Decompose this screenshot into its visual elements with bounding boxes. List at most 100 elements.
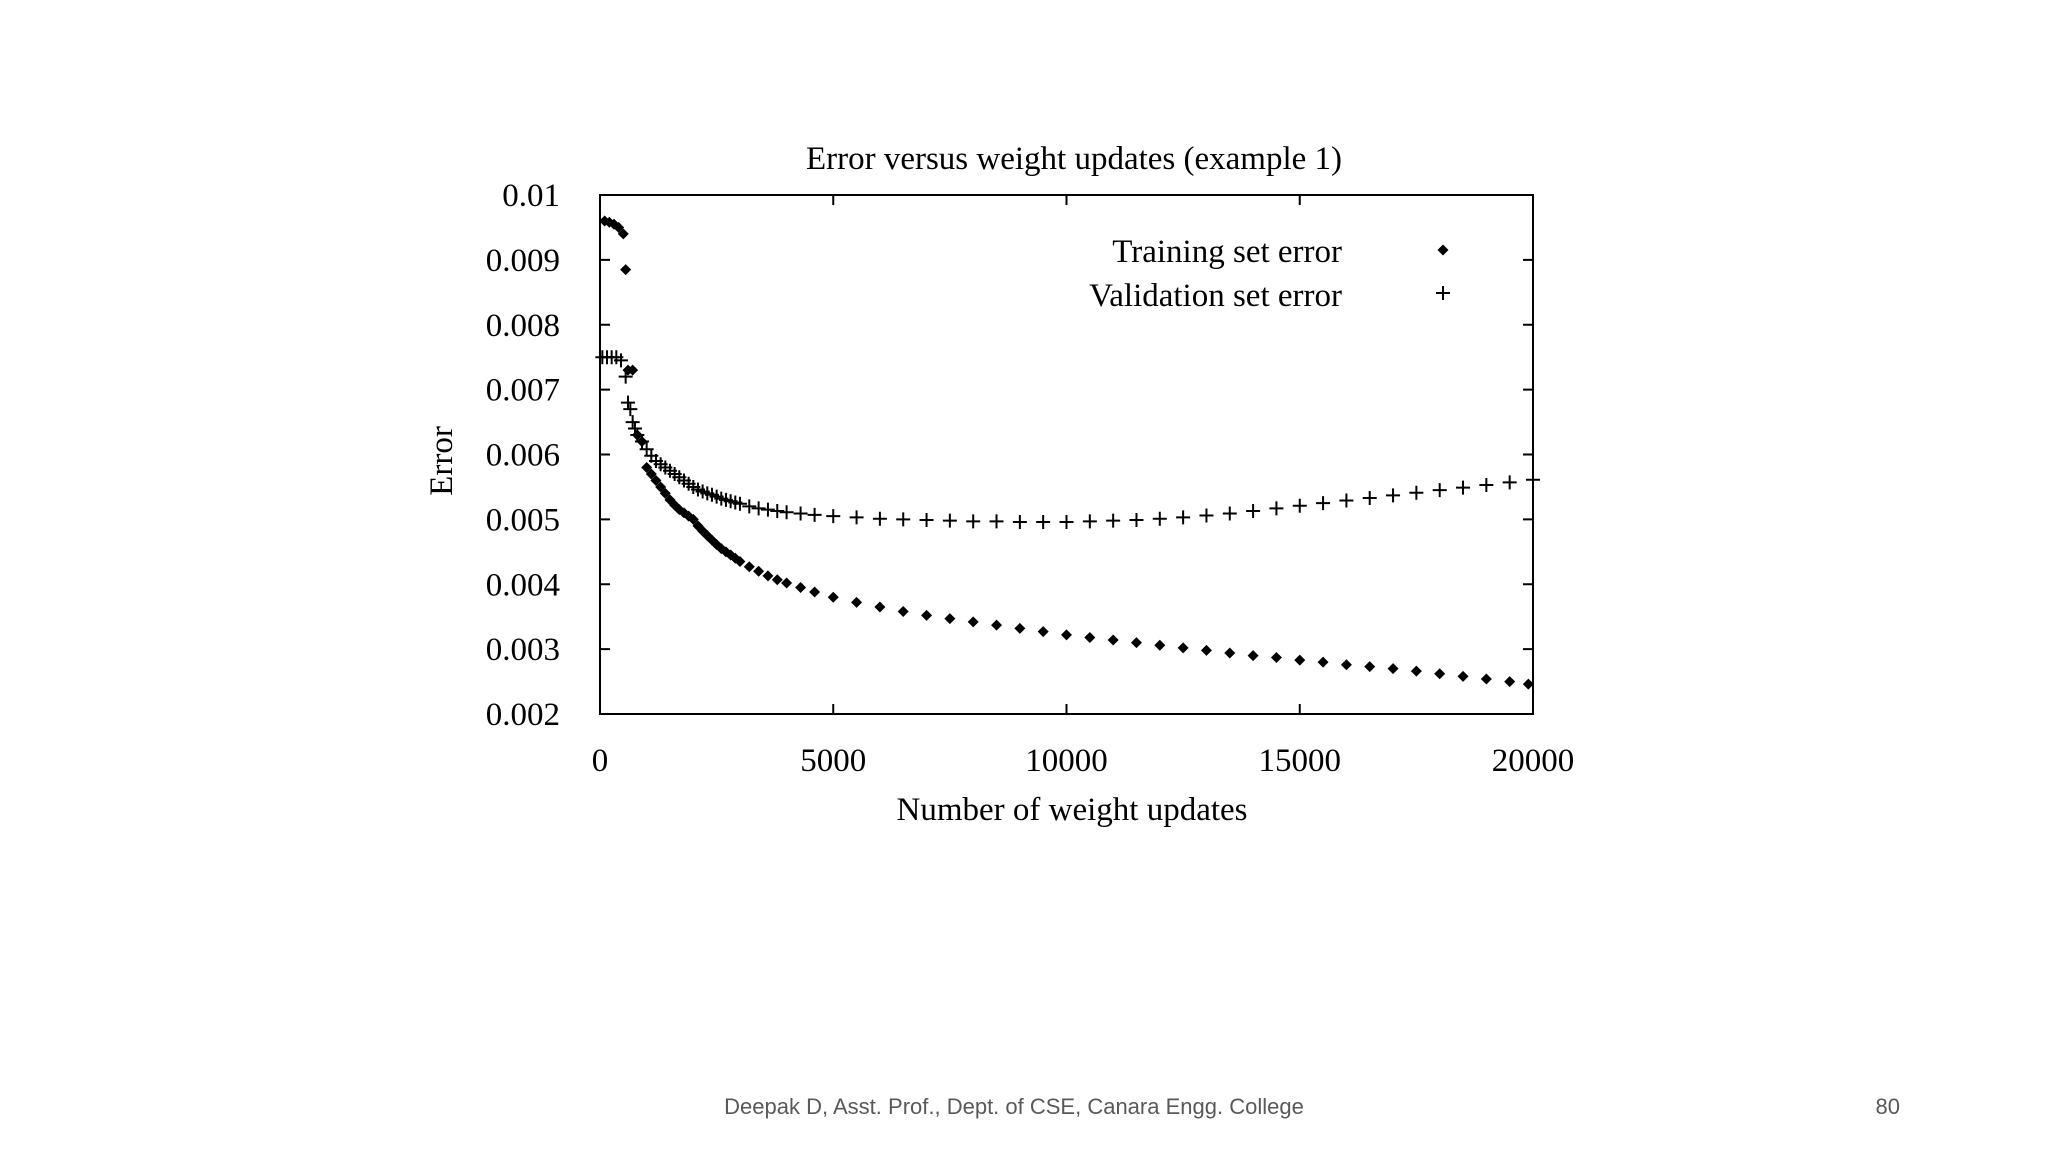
training-error-point — [781, 577, 793, 589]
validation-error-point — [966, 514, 981, 529]
training-error-point — [1387, 663, 1399, 675]
training-error-point — [1340, 659, 1352, 671]
y-tick-label: 0.007 — [486, 373, 560, 409]
training-error-point — [1457, 670, 1469, 682]
validation-error-point — [1479, 477, 1494, 492]
x-tick-label: 5000 — [800, 743, 866, 779]
validation-error-point — [779, 505, 794, 520]
y-tick-label: 0.002 — [486, 697, 560, 733]
y-tick-label: 0.003 — [486, 632, 560, 668]
validation-error-point — [1362, 490, 1377, 505]
validation-error-point — [1152, 511, 1167, 526]
validation-error-point — [1222, 506, 1237, 521]
slide-footer-credit: Deepak D, Asst. Prof., Dept. of CSE, Can… — [724, 1094, 1304, 1119]
training-error-point — [1177, 642, 1189, 654]
validation-error-point — [1409, 485, 1424, 500]
training-error-point — [1037, 626, 1049, 638]
training-error-point — [1504, 676, 1516, 688]
training-error-point — [771, 574, 783, 586]
validation-error-point — [1012, 514, 1027, 529]
legend-marker-training — [1437, 244, 1449, 256]
validation-error-point — [1199, 508, 1214, 523]
slide-number: 80 — [1875, 1094, 1900, 1119]
validation-error-point — [1059, 514, 1074, 529]
x-axis: 0 5000 10000 15000 20000 — [592, 195, 1575, 779]
training-error-point — [809, 586, 821, 598]
chart-title: Error versus weight updates (example 1) — [806, 141, 1342, 177]
training-error-point — [1410, 665, 1422, 677]
validation-error-point — [627, 421, 642, 436]
training-error-point — [1061, 629, 1072, 641]
training-error-point — [1364, 661, 1376, 673]
data-points — [595, 215, 1540, 690]
validation-error-point — [919, 513, 934, 528]
training-error-point — [1247, 650, 1259, 662]
training-error-point — [627, 364, 639, 376]
validation-error-point — [989, 514, 1004, 529]
legend-marker-training-symbol — [1437, 244, 1449, 256]
training-error-point — [659, 487, 671, 499]
y-tick-label: 0.01 — [502, 178, 560, 214]
training-error-point — [641, 461, 653, 473]
training-error-point — [1154, 639, 1166, 651]
validation-error-point — [732, 496, 747, 511]
validation-error-point — [942, 513, 957, 528]
training-error-point — [851, 596, 863, 608]
validation-error-point — [1432, 483, 1447, 498]
validation-error-point — [1292, 498, 1307, 513]
validation-error-point — [634, 434, 649, 449]
legend-marker-validation-symbol — [1436, 286, 1450, 300]
validation-error-point — [1456, 480, 1471, 495]
series-training — [599, 215, 1534, 690]
validation-error-point — [770, 503, 785, 518]
training-error-point — [655, 481, 667, 493]
training-error-point — [1107, 634, 1119, 646]
validation-error-point — [1502, 475, 1517, 490]
validation-error-point — [1269, 501, 1284, 516]
training-error-point — [1434, 668, 1446, 680]
x-axis-label: Number of weight updates — [897, 792, 1248, 828]
y-tick-label: 0.009 — [486, 243, 560, 279]
x-tick-label: 20000 — [1492, 743, 1575, 779]
training-error-point — [617, 228, 629, 240]
training-error-point — [743, 561, 755, 573]
validation-error-point — [1339, 493, 1354, 508]
training-error-point — [1480, 673, 1492, 685]
x-tick-label: 15000 — [1259, 743, 1342, 779]
training-error-point — [753, 565, 765, 577]
training-error-point — [874, 601, 886, 613]
validation-error-point — [1036, 514, 1051, 529]
training-error-point — [1014, 622, 1026, 634]
training-error-point — [1130, 637, 1142, 649]
training-error-point — [650, 474, 662, 486]
legend-label-validation: Validation set error — [1089, 278, 1342, 314]
legend: Training set error Validation set error — [1089, 234, 1450, 314]
training-error-point — [1270, 652, 1282, 664]
training-error-point — [620, 264, 632, 276]
series-validation — [595, 350, 1540, 529]
training-error-point — [795, 581, 807, 593]
validation-error-point — [1082, 514, 1097, 529]
x-tick-label: 10000 — [1025, 743, 1108, 779]
validation-error-point — [618, 369, 633, 384]
legend-label-training: Training set error — [1112, 234, 1342, 270]
y-tick-label: 0.006 — [486, 438, 560, 474]
validation-error-point — [793, 506, 808, 521]
training-error-point — [991, 619, 1003, 631]
training-error-point — [1317, 656, 1329, 668]
x-tick-label: 0 — [592, 743, 609, 779]
training-error-point — [613, 221, 625, 233]
validation-error-point — [742, 499, 757, 514]
training-error-point — [762, 570, 774, 582]
training-error-point — [944, 613, 956, 625]
validation-error-point — [623, 402, 638, 417]
validation-error-point — [872, 511, 887, 526]
training-error-point — [1294, 654, 1306, 666]
validation-error-point — [826, 509, 841, 524]
training-error-point — [645, 468, 657, 480]
validation-error-point — [1526, 472, 1540, 487]
validation-error-point — [751, 501, 766, 516]
training-error-point — [1084, 631, 1096, 643]
training-error-point — [734, 556, 746, 568]
validation-error-point — [1106, 513, 1121, 528]
